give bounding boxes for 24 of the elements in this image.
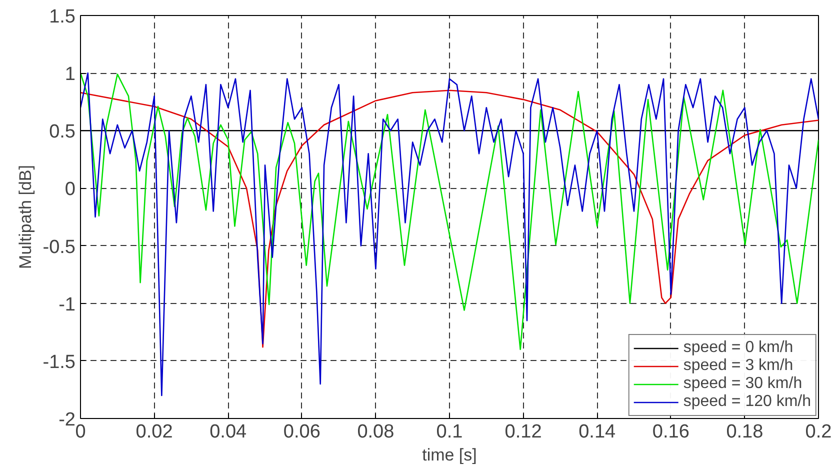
x-axis-title: time [s]: [422, 446, 477, 464]
x-tick-label: 0.12: [504, 422, 542, 442]
x-tick-label: 0.06: [283, 422, 320, 442]
y-tick-label: 1.5: [49, 6, 76, 28]
x-tick-label: 0.02: [136, 422, 173, 442]
legend-label: speed = 0 km/h: [683, 339, 794, 357]
legend-label: speed = 3 km/h: [683, 357, 794, 375]
y-tick-label: -1.5: [42, 352, 76, 373]
x-tick-label: 0.16: [652, 422, 690, 442]
y-tick-label: -1: [58, 294, 76, 316]
y-axis-title: Multipath [dB]: [16, 165, 35, 269]
x-tick-label: 0.18: [726, 422, 764, 442]
y-tick-label: 0.5: [49, 122, 76, 143]
x-tick-label: 0.2: [805, 422, 832, 442]
x-tick-label: 0.08: [357, 422, 394, 442]
y-tick-label: -0.5: [42, 236, 76, 258]
x-tick-label: 0.14: [578, 422, 616, 442]
y-tick-label: 0: [64, 179, 76, 200]
legend-label: speed = 30 km/h: [683, 375, 802, 393]
x-tick-label: 0.1: [436, 422, 463, 442]
y-tick-label: -2: [58, 410, 76, 430]
legend-label: speed = 120 km/h: [683, 393, 811, 411]
y-tick-label: 1: [64, 64, 76, 86]
x-tick-label: 0.04: [210, 422, 248, 442]
